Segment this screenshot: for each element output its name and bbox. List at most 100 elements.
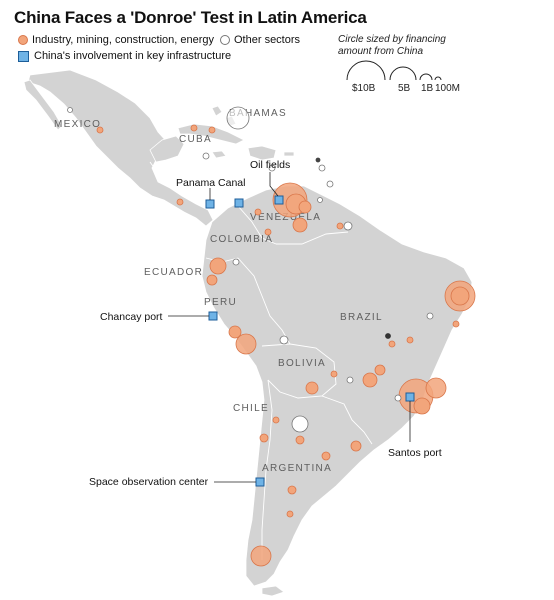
legend-sectors: Industry, mining, construction, energy O… <box>18 34 300 46</box>
space-center-label: Space observation center <box>89 476 209 488</box>
ecuador-circle-2 <box>206 274 218 286</box>
size-arc-1b <box>419 73 433 81</box>
venezuela-circle <box>298 200 312 214</box>
brazil-other-circle <box>394 394 402 402</box>
caribbean-dark-marker <box>315 157 321 163</box>
panama-canal-marker <box>205 199 215 209</box>
other-swatch <box>220 35 230 45</box>
size-label-10b: $10B <box>352 83 376 94</box>
brazil-other-circle-2 <box>426 312 434 320</box>
caribbean-other-circle <box>318 164 326 172</box>
mexico-other-circle <box>67 107 73 113</box>
santos-port-label: Santos port <box>388 447 442 459</box>
baja-california-land <box>23 79 63 131</box>
size-legend-title-line1: Circle sized by financing <box>338 34 446 45</box>
landmasses <box>23 69 473 597</box>
bahamas-other-circle <box>226 106 250 130</box>
border-chile-argentina <box>261 379 273 560</box>
border-peru-brazil <box>237 257 291 345</box>
central-america-circle <box>176 198 184 206</box>
argentina-circle-4 <box>287 485 297 495</box>
jamaica-land <box>211 150 227 159</box>
label-colombia: COLOMBIA <box>210 234 273 245</box>
infrastructure-legend-label: China's involvement in key infrastructur… <box>34 50 232 62</box>
brazil-interior-circle <box>362 372 378 388</box>
label-cuba: CUBA <box>179 134 212 145</box>
hispaniola-land <box>247 145 277 161</box>
size-label-100m: 100M <box>435 83 461 94</box>
south-america-land <box>201 185 473 587</box>
panama-canal-label: Panama Canal <box>176 177 245 189</box>
industry-swatch <box>18 35 28 45</box>
callout-lines <box>168 172 411 483</box>
border-colombia-venezuela <box>237 205 277 245</box>
brazil-circle-small <box>388 340 396 348</box>
chancay-port-label: Chancay port <box>100 311 163 323</box>
argentina-circle-5 <box>286 510 294 518</box>
hispaniola-other-circle <box>268 164 276 172</box>
peru-circle <box>228 325 242 339</box>
paraguay-circle <box>330 370 338 378</box>
border-argentina-brazil <box>321 395 373 445</box>
size-legend-title: Circle sized by financing amount from Ch… <box>338 34 446 58</box>
argentina-circle-2 <box>295 435 305 445</box>
industry-legend-label: Industry, mining, construction, energy <box>32 34 214 46</box>
map-title: China Faces a 'Donroe' Test in Latin Ame… <box>14 8 367 27</box>
size-arc-100m <box>434 76 442 81</box>
peru-south-circle <box>235 333 257 355</box>
label-ecuador: ECUADOR <box>144 267 203 278</box>
caribbean-other-circle-3 <box>317 197 323 203</box>
ecuador-circle <box>209 257 227 275</box>
label-peru: PERU <box>204 297 237 308</box>
santos-port-marker <box>405 392 415 402</box>
label-mexico: MEXICO <box>54 119 101 130</box>
brazil-interior-circle-2 <box>374 364 386 376</box>
infrastructure-markers <box>205 195 415 487</box>
colombia-circle-2 <box>254 208 262 216</box>
puerto-rico-land <box>283 151 295 157</box>
border-bolivia <box>261 343 337 399</box>
investment-circles <box>67 106 476 567</box>
label-argentina: ARGENTINA <box>262 463 332 474</box>
brazil-circle-small-2 <box>406 336 414 344</box>
bolivia-circle <box>305 381 319 395</box>
argentina-circle <box>350 440 362 452</box>
argentina-other-circle <box>291 415 309 433</box>
infrastructure-swatch <box>18 50 29 62</box>
size-arc-5b <box>389 66 417 81</box>
callout-labels: Oil fields Panama Canal Chancay port San… <box>89 159 442 488</box>
size-legend-title-line2: amount from China <box>338 46 424 57</box>
country-borders <box>149 161 373 560</box>
size-legend-arcs <box>346 60 442 81</box>
yucatan-land <box>149 135 185 163</box>
jamaica-other-circle <box>202 152 210 160</box>
border-venezuela-brazil <box>276 231 349 245</box>
brazil-coast-circle <box>452 320 460 328</box>
colombia-circle <box>264 228 272 236</box>
space-center-marker <box>255 477 265 487</box>
mexico-central-america-land <box>27 69 214 227</box>
patagonia-circle <box>250 545 272 567</box>
guyana-circle <box>336 222 344 230</box>
border-mexico-guatemala <box>149 161 161 177</box>
paraguay-other-circle <box>346 376 354 384</box>
argentina-circle-3 <box>321 451 331 461</box>
oil-fields-marker-2 <box>234 198 244 208</box>
chile-circle <box>259 433 269 443</box>
caribbean-other-circle-2 <box>326 180 334 188</box>
legend-infrastructure: China's involvement in key infrastructur… <box>18 50 231 62</box>
oil-fields-leader <box>269 172 279 197</box>
bolivia-other-circle <box>279 335 289 345</box>
suriname-other-circle <box>343 221 353 231</box>
cuba-circle <box>208 126 216 134</box>
label-venezuela: VENEZUELA <box>250 212 321 223</box>
brazil-northeast-circle <box>450 286 470 306</box>
other-legend-label: Other sectors <box>234 34 301 46</box>
tierra-del-fuego-land <box>261 585 285 597</box>
label-bolivia: BOLIVIA <box>278 358 326 369</box>
size-label-1b: 1B <box>421 83 434 94</box>
label-bahamas: BAHAMAS <box>229 108 287 119</box>
label-chile: CHILE <box>233 403 269 414</box>
label-brazil: BRAZIL <box>340 312 383 323</box>
